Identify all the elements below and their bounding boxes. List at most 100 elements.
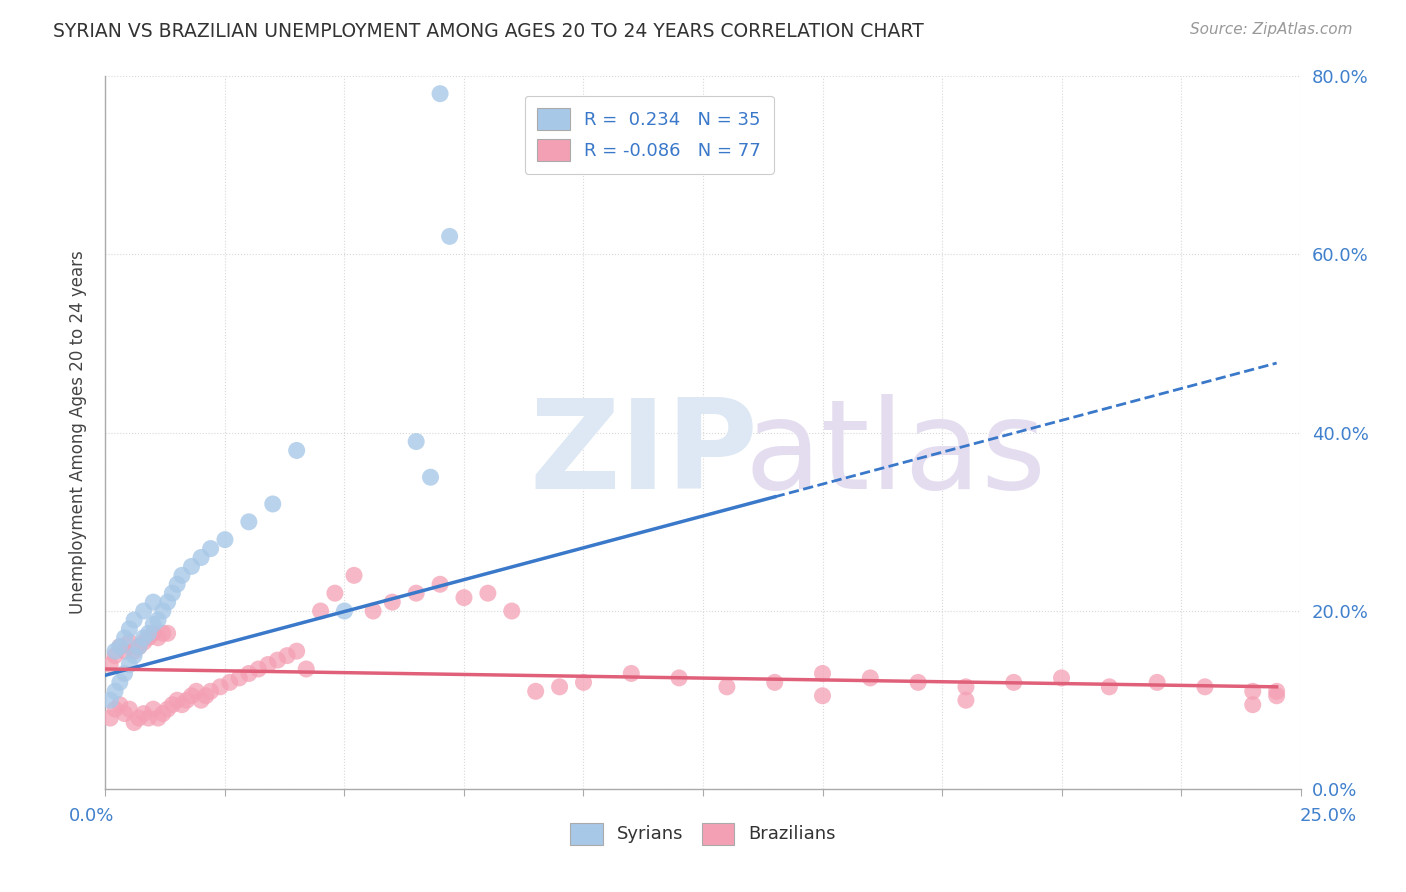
Point xyxy=(152,604,174,618)
Point xyxy=(122,644,145,658)
Point xyxy=(180,559,202,574)
Point xyxy=(152,626,174,640)
Point xyxy=(122,715,145,730)
Point xyxy=(118,622,141,636)
Point xyxy=(122,648,145,663)
Point xyxy=(524,684,547,698)
Point xyxy=(285,644,308,658)
Point xyxy=(142,595,165,609)
Point xyxy=(152,706,174,721)
Point xyxy=(142,617,165,632)
Text: ZIP: ZIP xyxy=(530,393,758,515)
Y-axis label: Unemployment Among Ages 20 to 24 years: Unemployment Among Ages 20 to 24 years xyxy=(69,251,87,615)
Point xyxy=(118,635,141,649)
Point xyxy=(146,613,169,627)
Point xyxy=(343,568,366,582)
Point xyxy=(138,631,160,645)
Point xyxy=(955,693,977,707)
Point xyxy=(114,706,136,721)
Point xyxy=(166,693,188,707)
Point xyxy=(811,666,834,681)
Point xyxy=(620,666,643,681)
Point xyxy=(1241,698,1264,712)
Point xyxy=(138,711,160,725)
Point xyxy=(98,657,121,672)
Point xyxy=(716,680,738,694)
Point xyxy=(238,666,260,681)
Point xyxy=(548,680,571,694)
Point xyxy=(323,586,346,600)
Point xyxy=(439,229,461,244)
Point xyxy=(247,662,270,676)
Point xyxy=(276,648,298,663)
Point xyxy=(266,653,288,667)
Point xyxy=(429,87,451,101)
Point xyxy=(295,662,318,676)
Point xyxy=(114,666,136,681)
Point xyxy=(361,604,384,618)
Point xyxy=(166,577,188,591)
Point xyxy=(405,434,427,449)
Point xyxy=(955,680,977,694)
Point xyxy=(381,595,404,609)
Point xyxy=(811,689,834,703)
Point xyxy=(763,675,786,690)
Point xyxy=(200,684,222,698)
Point xyxy=(180,689,202,703)
Point xyxy=(108,675,131,690)
Point xyxy=(309,604,332,618)
Point xyxy=(122,613,145,627)
Point xyxy=(132,635,155,649)
Point xyxy=(285,443,308,458)
Point xyxy=(209,680,232,694)
Point xyxy=(859,671,882,685)
Point xyxy=(218,675,240,690)
Point xyxy=(156,595,179,609)
Point xyxy=(142,626,165,640)
Point xyxy=(108,698,131,712)
Point xyxy=(453,591,475,605)
Point xyxy=(572,675,595,690)
Point xyxy=(190,693,212,707)
Point xyxy=(668,671,690,685)
Point xyxy=(128,711,150,725)
Point xyxy=(194,689,217,703)
Point xyxy=(98,711,121,725)
Point xyxy=(132,706,155,721)
Point xyxy=(156,702,179,716)
Point xyxy=(104,644,127,658)
Point xyxy=(132,631,155,645)
Point xyxy=(501,604,523,618)
Point xyxy=(214,533,236,547)
Point xyxy=(429,577,451,591)
Point xyxy=(419,470,441,484)
Point xyxy=(132,604,155,618)
Point xyxy=(98,693,121,707)
Legend: Syrians, Brazilians: Syrians, Brazilians xyxy=(562,815,844,852)
Point xyxy=(1050,671,1073,685)
Point xyxy=(176,693,198,707)
Text: atlas: atlas xyxy=(745,393,1047,515)
Point xyxy=(138,626,160,640)
Text: 0.0%: 0.0% xyxy=(69,807,114,825)
Point xyxy=(1002,675,1025,690)
Point xyxy=(156,626,179,640)
Point xyxy=(1241,684,1264,698)
Point xyxy=(114,644,136,658)
Text: Source: ZipAtlas.com: Source: ZipAtlas.com xyxy=(1189,22,1353,37)
Point xyxy=(1146,675,1168,690)
Point xyxy=(262,497,284,511)
Point xyxy=(186,684,208,698)
Point xyxy=(146,711,169,725)
Point xyxy=(146,631,169,645)
Point xyxy=(142,702,165,716)
Point xyxy=(333,604,356,618)
Point xyxy=(405,586,427,600)
Point xyxy=(1194,680,1216,694)
Point xyxy=(170,698,193,712)
Point xyxy=(108,640,131,654)
Point xyxy=(190,550,212,565)
Point xyxy=(128,640,150,654)
Point xyxy=(104,702,127,716)
Point xyxy=(108,640,131,654)
